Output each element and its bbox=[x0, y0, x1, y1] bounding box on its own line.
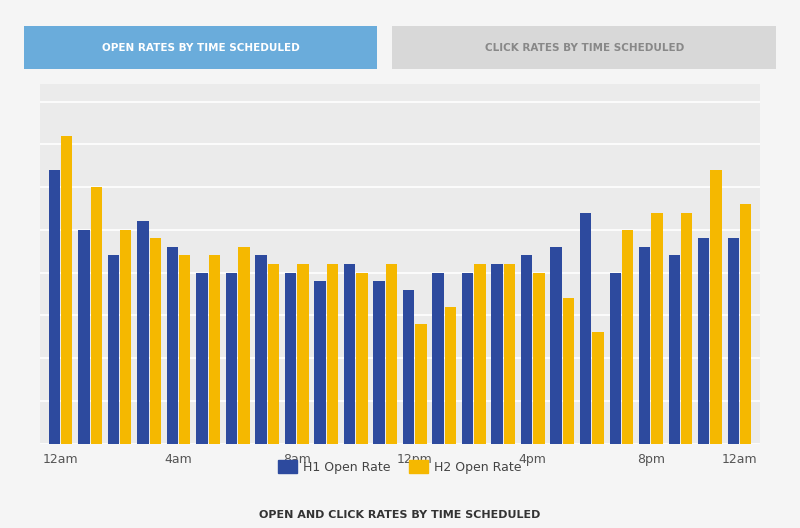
Bar bbox=[698, 238, 710, 444]
Bar bbox=[651, 213, 662, 444]
Bar bbox=[150, 238, 161, 444]
Bar bbox=[445, 307, 456, 444]
Bar bbox=[580, 213, 591, 444]
Bar bbox=[474, 264, 486, 444]
Bar bbox=[592, 333, 604, 444]
Bar bbox=[78, 230, 90, 444]
FancyBboxPatch shape bbox=[24, 26, 378, 69]
Text: CLICK RATES BY TIME SCHEDULED: CLICK RATES BY TIME SCHEDULED bbox=[485, 43, 684, 52]
Bar bbox=[226, 272, 237, 444]
Bar bbox=[120, 230, 131, 444]
Bar bbox=[669, 256, 680, 444]
Bar bbox=[415, 324, 426, 444]
Legend: H1 Open Rate, H2 Open Rate: H1 Open Rate, H2 Open Rate bbox=[273, 456, 527, 479]
Bar bbox=[238, 247, 250, 444]
Bar bbox=[179, 256, 190, 444]
Bar bbox=[403, 290, 414, 444]
Bar bbox=[90, 187, 102, 444]
Bar bbox=[62, 136, 73, 444]
Bar bbox=[433, 272, 444, 444]
Bar bbox=[504, 264, 515, 444]
Bar bbox=[314, 281, 326, 444]
Bar bbox=[268, 264, 279, 444]
Bar bbox=[298, 264, 309, 444]
Bar bbox=[49, 170, 60, 444]
Bar bbox=[491, 264, 502, 444]
Bar bbox=[727, 238, 738, 444]
Bar bbox=[108, 256, 119, 444]
Bar bbox=[209, 256, 220, 444]
Text: OPEN AND CLICK RATES BY TIME SCHEDULED: OPEN AND CLICK RATES BY TIME SCHEDULED bbox=[259, 510, 541, 520]
Bar bbox=[534, 272, 545, 444]
Bar bbox=[622, 230, 633, 444]
Bar bbox=[138, 221, 149, 444]
Bar bbox=[681, 213, 692, 444]
Bar bbox=[196, 272, 208, 444]
Bar bbox=[740, 204, 751, 444]
Bar bbox=[167, 247, 178, 444]
Bar bbox=[550, 247, 562, 444]
Bar bbox=[386, 264, 397, 444]
Bar bbox=[521, 256, 532, 444]
Bar bbox=[255, 256, 266, 444]
FancyBboxPatch shape bbox=[393, 26, 776, 69]
Bar bbox=[610, 272, 621, 444]
Bar bbox=[639, 247, 650, 444]
Text: OPEN RATES BY TIME SCHEDULED: OPEN RATES BY TIME SCHEDULED bbox=[102, 43, 299, 52]
Bar bbox=[710, 170, 722, 444]
Bar bbox=[344, 264, 355, 444]
Bar bbox=[374, 281, 385, 444]
Bar bbox=[356, 272, 367, 444]
Bar bbox=[327, 264, 338, 444]
Bar bbox=[285, 272, 296, 444]
Bar bbox=[563, 298, 574, 444]
Bar bbox=[462, 272, 473, 444]
